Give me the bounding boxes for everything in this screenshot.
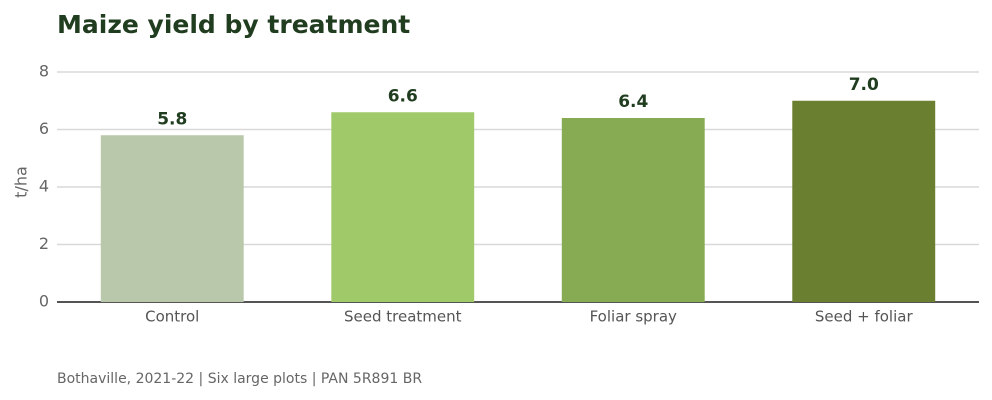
bar bbox=[100, 135, 244, 302]
x-tick-label: Seed + foliar bbox=[815, 308, 914, 326]
x-tick-label: Seed treatment bbox=[344, 308, 462, 326]
data-label: 5.8 bbox=[157, 109, 187, 129]
bar bbox=[561, 118, 705, 302]
caption: Bothaville, 2021-22 | Six large plots | … bbox=[57, 371, 422, 387]
x-tick-label: Control bbox=[145, 308, 199, 326]
y-axis-label: t/ha bbox=[12, 166, 31, 198]
y-tick-label: 0 bbox=[39, 292, 49, 311]
bar bbox=[792, 100, 936, 302]
y-tick-label: 8 bbox=[39, 62, 49, 81]
chart-title: Maize yield by treatment bbox=[57, 10, 410, 39]
y-tick-label: 6 bbox=[39, 119, 49, 138]
y-tick-label: 4 bbox=[39, 177, 49, 196]
data-label: 7.0 bbox=[849, 75, 879, 95]
x-tick-label: Foliar spray bbox=[590, 308, 677, 326]
data-label: 6.6 bbox=[388, 86, 418, 106]
y-tick-label: 2 bbox=[39, 234, 49, 253]
data-label: 6.4 bbox=[618, 92, 648, 112]
bar bbox=[331, 112, 475, 302]
